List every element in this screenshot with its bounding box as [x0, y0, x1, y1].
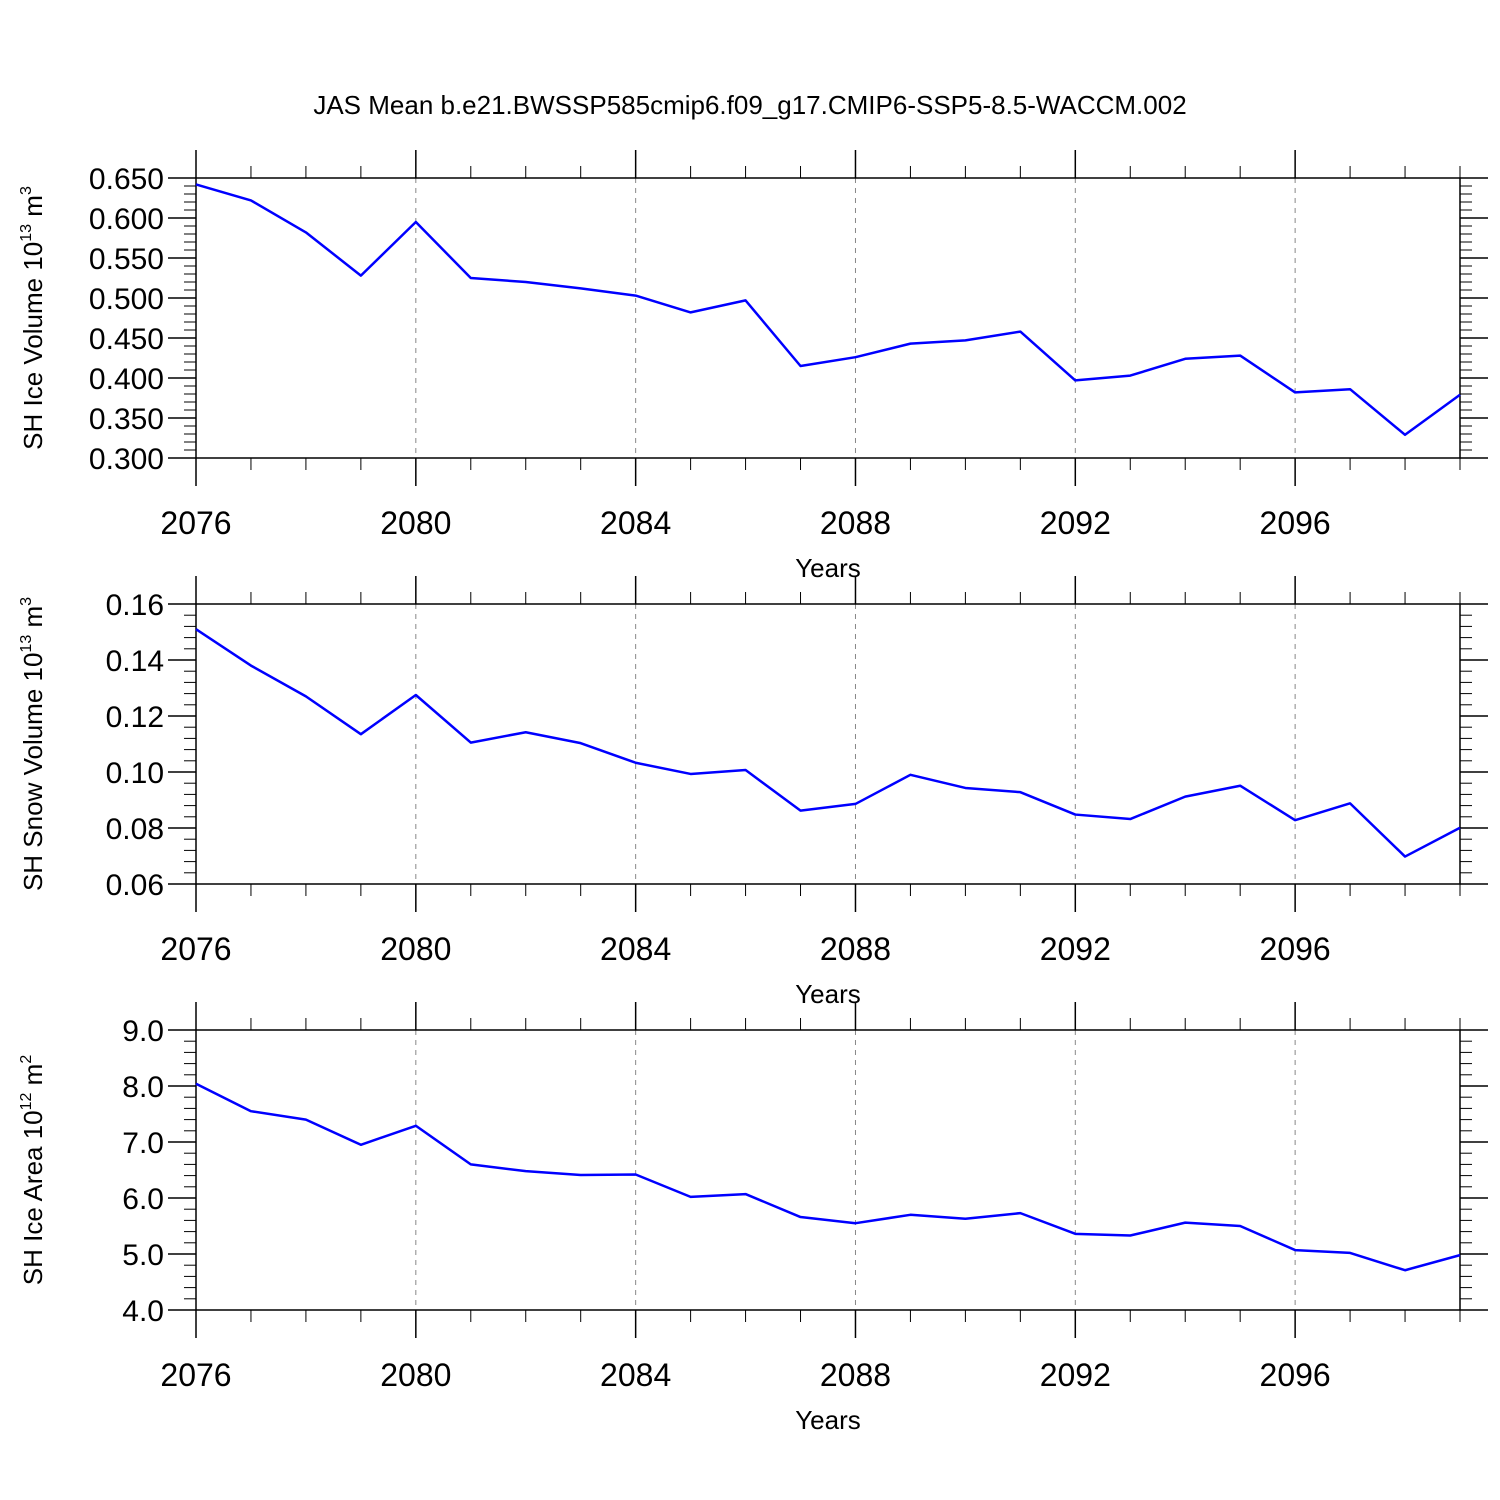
- y-axis-title-exponent: 12: [18, 1092, 35, 1110]
- y-axis-title-exponent: 13: [18, 224, 35, 242]
- series-line: [195, 628, 1461, 858]
- y-tick-label: 0.14: [106, 645, 164, 678]
- x-tick-label: 2088: [820, 1357, 891, 1393]
- y-axis-title-unit: m: [18, 606, 48, 635]
- y-tick-label: 0.16: [106, 589, 164, 622]
- y-tick-label: 0.650: [89, 163, 164, 196]
- y-axis-title-exponent: 13: [18, 635, 35, 653]
- x-tick-label: 2092: [1040, 931, 1111, 967]
- x-tick-label: 2092: [1040, 505, 1111, 541]
- series-line: [195, 183, 1461, 437]
- y-axis-title-unit-exponent: 3: [18, 186, 35, 195]
- y-tick-label: 0.550: [89, 243, 164, 276]
- y-tick-label: 0.350: [89, 403, 164, 436]
- x-tick-label: 2080: [380, 505, 451, 541]
- plot-frame: [195, 1029, 1461, 1311]
- ice-area-panel: 4.0 5.0 6.0 7.0 8.0 9.0 2076 2080 2084 2088 2092 20…: [18, 1002, 1488, 1435]
- y-axis-title-base: SH Snow Volume 10: [18, 653, 48, 891]
- x-tick-label: 2084: [600, 505, 671, 541]
- x-tick-label: 2076: [160, 931, 231, 967]
- y-axis-title: SH Ice Area 1012 m2: [18, 1055, 48, 1286]
- x-tick-label: 2080: [380, 931, 451, 967]
- y-axis-title: SH Ice Volume 1013 m3: [18, 186, 48, 450]
- y-tick-label: 7.0: [122, 1127, 164, 1160]
- y-axis-title-base: SH Ice Volume 10: [18, 242, 48, 450]
- y-tick-label: 5.0: [122, 1239, 164, 1272]
- figure-title: JAS Mean b.e21.BWSSP585cmip6.f09_g17.CMI…: [313, 90, 1186, 120]
- y-tick-label: 0.12: [106, 701, 164, 734]
- x-tick-label: 2084: [600, 931, 671, 967]
- x-tick-label: 2076: [160, 1357, 231, 1393]
- x-tick-label: 2080: [380, 1357, 451, 1393]
- y-tick-label: 9.0: [122, 1015, 164, 1048]
- ice-volume-panel: 0.300 0.350 0.400 0.450 0.500 0.550 0.600 0.650…: [18, 150, 1488, 583]
- y-axis-title-unit: m: [18, 195, 48, 224]
- x-tick-label: 2096: [1260, 931, 1331, 967]
- x-axis-title: Years: [795, 979, 861, 1009]
- x-tick-label: 2076: [160, 505, 231, 541]
- y-axis-title-unit: m: [18, 1064, 48, 1093]
- y-tick-label: 8.0: [122, 1071, 164, 1104]
- y-axis-title-base: SH Ice Area 10: [18, 1110, 48, 1285]
- x-tick-label: 2084: [600, 1357, 671, 1393]
- x-tick-label: 2096: [1260, 505, 1331, 541]
- x-tick-label: 2092: [1040, 1357, 1111, 1393]
- plot-frame: [195, 603, 1461, 885]
- x-tick-label: 2096: [1260, 1357, 1331, 1393]
- x-axis-title: Years: [795, 553, 861, 583]
- x-axis-title: Years: [795, 1405, 861, 1435]
- y-tick-label: 0.10: [106, 757, 164, 790]
- plot-frame: [195, 177, 1461, 459]
- y-tick-label: 0.600: [89, 203, 164, 236]
- y-tick-label: 6.0: [122, 1183, 164, 1216]
- y-tick-label: 0.450: [89, 323, 164, 356]
- x-tick-label: 2088: [820, 931, 891, 967]
- y-tick-label: 0.400: [89, 363, 164, 396]
- y-axis-title-unit-exponent: 3: [18, 597, 35, 606]
- snow-volume-panel: 0.06 0.08 0.10 0.12 0.14 0.16 2076 2080 2084 2088…: [18, 576, 1488, 1009]
- x-tick-label: 2088: [820, 505, 891, 541]
- y-tick-label: 0.500: [89, 283, 164, 316]
- y-tick-label: 0.08: [106, 813, 164, 846]
- y-tick-label: 0.300: [89, 443, 164, 476]
- y-axis-title: SH Snow Volume 1013 m3: [18, 597, 48, 891]
- y-tick-label: 0.06: [106, 869, 164, 902]
- series-line: [195, 1082, 1461, 1272]
- y-axis-title-unit-exponent: 2: [18, 1055, 35, 1064]
- y-tick-label: 4.0: [122, 1295, 164, 1328]
